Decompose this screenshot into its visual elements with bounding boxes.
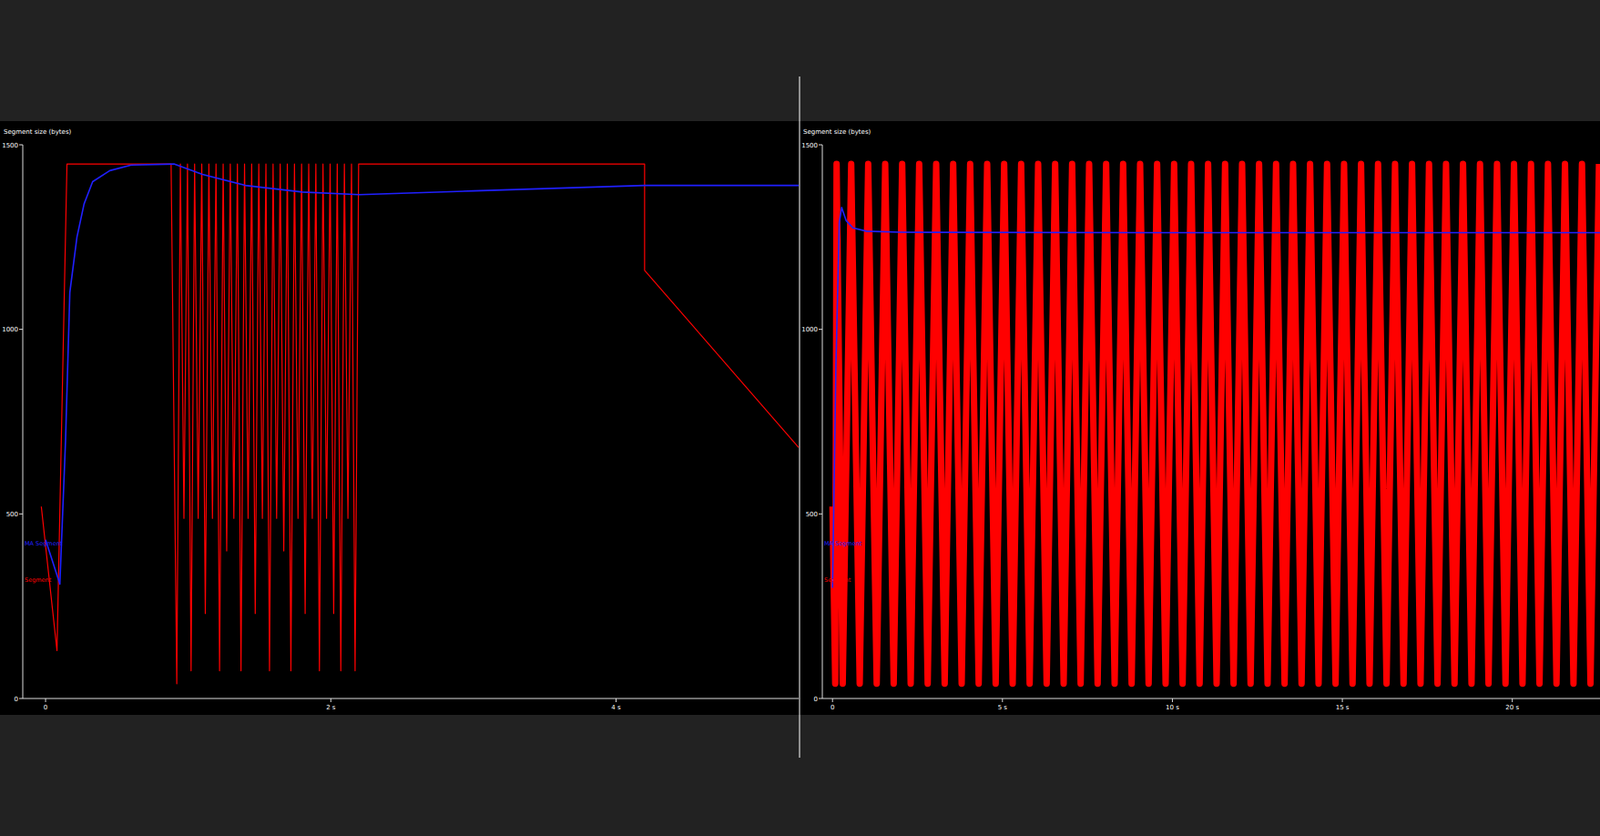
y-tick-label: 1500 <box>1 142 19 150</box>
y-tick-label: 500 <box>805 510 818 519</box>
legend-entry: MA Segment <box>824 540 863 548</box>
x-tick <box>832 698 834 703</box>
y-tick <box>19 698 23 700</box>
series-line <box>45 163 799 584</box>
legend-entry: Segment <box>24 576 52 584</box>
y-tick-label: 1000 <box>801 326 818 334</box>
legend-entry: MA Segment <box>24 540 63 548</box>
x-tick <box>1342 698 1344 703</box>
x-axis-line <box>22 698 799 700</box>
y-tick-label: 0 <box>814 695 818 704</box>
x-tick <box>615 698 617 703</box>
legend-entry: Segment <box>824 576 852 584</box>
chart: Segment size (bytes) 0 500 1000 1500 0 2 s 4 s S… <box>1 128 799 712</box>
y-tick-label: 1000 <box>1 326 19 334</box>
y-tick-label: 1500 <box>801 142 818 150</box>
x-axis-line <box>822 698 1600 700</box>
y-axis-label: Segment size (bytes) <box>803 128 872 136</box>
y-tick <box>19 144 23 146</box>
x-tick-label: 0 <box>830 703 835 712</box>
page: Segment size (bytes) 0 500 1000 1500 0 2 s 4 s S… <box>0 0 1600 836</box>
y-axis-label: Segment size (bytes) <box>3 128 72 136</box>
x-tick <box>45 698 47 703</box>
y-tick-label: 500 <box>6 510 19 519</box>
x-tick-label: 10 s <box>1165 703 1180 712</box>
y-tick <box>818 698 823 700</box>
x-tick <box>330 698 332 703</box>
series-line <box>832 207 1600 588</box>
y-tick <box>818 328 823 330</box>
separator <box>799 76 801 758</box>
x-tick-label: 20 s <box>1505 703 1519 712</box>
x-tick-label: 4 s <box>611 703 622 712</box>
y-axis-line <box>822 144 824 699</box>
x-tick-label: 0 <box>43 703 48 712</box>
series-group <box>832 163 1600 684</box>
y-axis-line <box>22 144 24 699</box>
background <box>0 0 1600 836</box>
x-tick <box>1511 698 1513 703</box>
y-tick <box>19 328 23 330</box>
y-tick <box>19 513 23 515</box>
chart: Segment size (bytes) 0 500 1000 1500 0 5 s 10 s… <box>801 128 1600 712</box>
series-line <box>832 163 1600 684</box>
series-group <box>40 163 799 684</box>
x-tick <box>1001 698 1003 703</box>
x-tick-label: 2 s <box>326 703 337 712</box>
y-tick-label: 0 <box>14 695 19 704</box>
series-line <box>40 163 799 684</box>
x-tick-label: 5 s <box>998 703 1009 712</box>
y-tick <box>818 513 823 515</box>
x-tick-label: 15 s <box>1335 703 1350 712</box>
y-tick <box>818 144 823 146</box>
x-tick <box>1171 698 1173 703</box>
